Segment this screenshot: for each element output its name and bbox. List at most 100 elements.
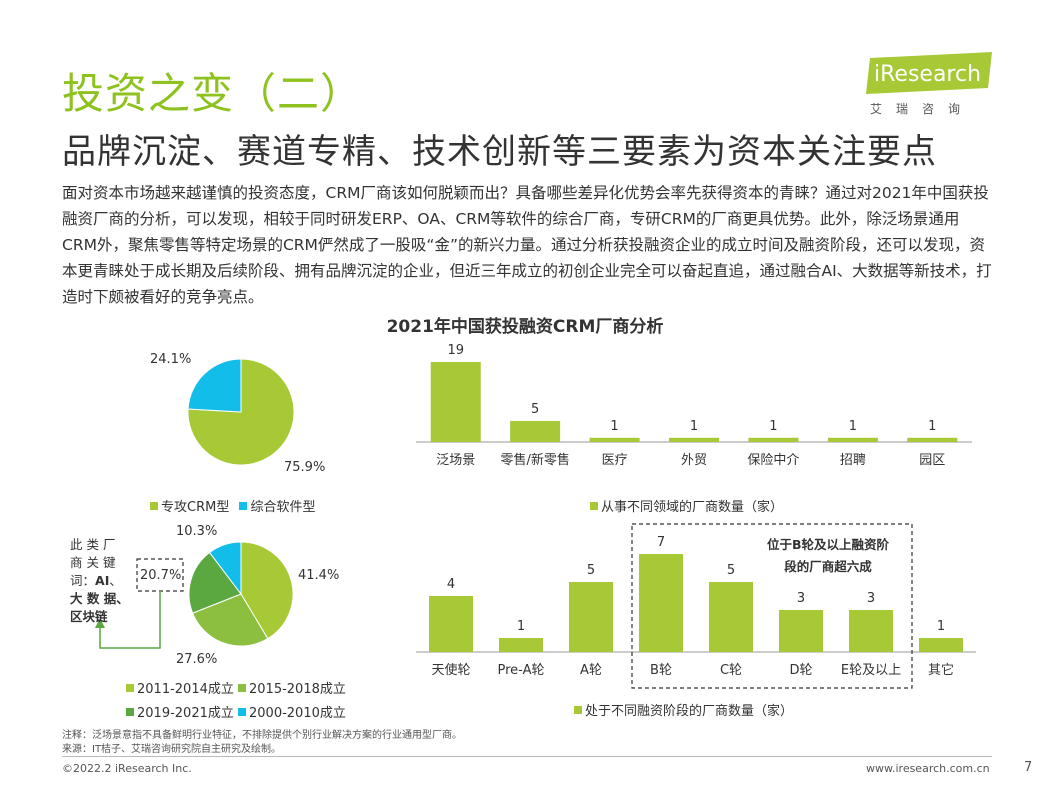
pie2-legend-row2: 2019-2021成立 2000-2010成立 [126, 702, 346, 721]
bar1-category-label: 外贸 [681, 453, 707, 468]
pie2-slice [240, 541, 294, 640]
body-paragraph: 面对资本市场越来越谨慎的投资态度，CRM厂商该如何脱颖而出？具备哪些差异化优势会… [62, 184, 992, 306]
annot-keyword: AI [95, 573, 110, 588]
keyword-annotation: 此 类 厂 商 关 键 词：AI、 大 数 据、 区块链 [70, 536, 134, 626]
legend-item: 2019-2021成立 [126, 706, 234, 721]
legend-swatch [239, 502, 248, 510]
bar1-value-label: 1 [690, 419, 698, 434]
pie2-label-2019: 20.7% [140, 568, 182, 583]
pie2-slice [188, 551, 242, 614]
legend-swatch [238, 684, 246, 692]
bar1-value-label: 1 [849, 419, 857, 434]
bar2-value-label: 5 [727, 563, 735, 578]
callout-text: 位于B轮及以上融资阶 段的厂商超六成 [748, 534, 908, 578]
pie1-label-integrated: 24.1% [150, 352, 192, 367]
bar1-value-label: 19 [447, 343, 464, 358]
bar2-bar [499, 638, 543, 652]
bar1-bar [589, 437, 640, 442]
bar2-value-label: 7 [657, 535, 665, 550]
legend-swatch [150, 502, 158, 510]
annot-line: 区块链 [70, 609, 108, 624]
chart-title: 2021年中国获投融资CRM厂商分析 [386, 317, 664, 337]
legend-swatch [126, 708, 134, 716]
annot-text: 词： [70, 573, 96, 588]
legend-swatch [574, 706, 582, 714]
bar1-bar [907, 437, 958, 442]
bar2-category-label: Pre-A轮 [498, 663, 545, 678]
bar1-value-label: 1 [610, 419, 618, 434]
bar2-category-label: A轮 [580, 663, 602, 678]
legend-swatch [590, 502, 598, 510]
bar2-value-label: 3 [867, 591, 875, 606]
pie2-label-2015: 27.6% [176, 652, 218, 667]
bar2-value-label: 1 [517, 619, 525, 634]
annot-line: 词：AI、 [70, 572, 134, 590]
annot-text: 、 [109, 573, 122, 588]
pie1-label-crm: 75.9% [284, 460, 326, 475]
pie2-label-2011: 41.4% [298, 568, 340, 583]
legend-label: 综合软件型 [250, 500, 316, 515]
bar2-value-label: 4 [447, 577, 455, 592]
pie2-legend-row1: 2011-2014成立 2015-2018成立 [126, 678, 346, 697]
bar2-bar [849, 610, 893, 652]
bar1-bar [669, 437, 719, 442]
bar1-category-label: 招聘 [840, 453, 866, 468]
legend-item-crm: 专攻CRM型 [150, 500, 229, 515]
logo-text: iResearch [874, 62, 982, 87]
bar2-category-label: 其它 [928, 662, 954, 678]
bar1-legend: 从事不同领域的厂商数量（家） [590, 496, 783, 515]
bar2-bar [779, 610, 823, 652]
footer-divider [62, 756, 992, 757]
annot-line: 商 关 键 [70, 555, 116, 570]
annot-line: 大 数 据、 [70, 590, 134, 608]
annot-keyword: 大 数 据 [70, 591, 117, 606]
annot-text: 、 [116, 591, 129, 606]
legend-label: 专攻CRM型 [161, 500, 230, 515]
legend-label: 处于不同融资阶段的厂商数量（家） [585, 704, 794, 719]
bar2-category-label: E轮及以上 [841, 663, 901, 678]
legend-label: 2015-2018成立 [249, 682, 346, 697]
bar2-category-label: D轮 [789, 663, 812, 678]
bar2-category-label: C轮 [720, 663, 742, 678]
bar2-bar [569, 582, 613, 652]
bar2-category-label: B轮 [650, 663, 672, 678]
legend-label: 2019-2021成立 [137, 706, 234, 721]
bar2-category-label: 天使轮 [431, 662, 470, 678]
pie1-slice [187, 358, 242, 413]
bar2-legend: 处于不同融资阶段的厂商数量（家） [574, 700, 793, 719]
bar1-category-label: 医疗 [602, 453, 628, 468]
legend-swatch [126, 684, 134, 692]
annot-line: 此 类 厂 [70, 537, 116, 552]
iresearch-logo: iResearch 艾瑞咨询 [866, 52, 996, 122]
pie2-label-2000: 10.3% [176, 524, 218, 539]
footnote: 注释：泛场景意指不具备鲜明行业特征，不排除提供个别行业解决方案的行业通用型厂商。 [62, 730, 462, 741]
bar1-value-label: 5 [531, 402, 539, 417]
pie1-slice [187, 358, 295, 466]
bar1-category-label: 保险中介 [747, 453, 799, 468]
bar2-value-label: 5 [587, 563, 595, 578]
bar2-value-label: 1 [937, 619, 945, 634]
bar1-bar [748, 437, 799, 442]
source-note: 来源：IT桔子、艾瑞咨询研究院自主研究及绘制。 [62, 744, 282, 755]
legend-label: 2000-2010成立 [249, 706, 346, 721]
logo-subtext: 艾瑞咨询 [870, 102, 975, 116]
pie2-slice [192, 593, 269, 647]
legend-item-integrated: 综合软件型 [239, 500, 315, 515]
logo-banner [866, 52, 992, 94]
footer-url: www.iresearch.com.cn [866, 762, 990, 775]
page-title: 投资之变（二） [62, 69, 364, 118]
pie1-legend: 专攻CRM型 综合软件型 [150, 496, 315, 515]
bar2-bar [709, 582, 753, 652]
legend-item: 2000-2010成立 [238, 706, 346, 721]
bar1-category-label: 泛场景 [436, 453, 475, 468]
page-subtitle: 品牌沉淀、赛道专精、技术创新等三要素为资本关注要点 [62, 132, 937, 172]
bar1-bar [510, 420, 561, 442]
bar1-value-label: 1 [928, 419, 936, 434]
legend-item: 2015-2018成立 [238, 682, 346, 697]
bar1-category-label: 零售/新零售 [500, 452, 569, 468]
bar2-bar [429, 596, 473, 652]
bar1-value-label: 1 [769, 419, 777, 434]
copyright: ©2022.2 iResearch Inc. [62, 762, 192, 775]
bar2-bar [639, 554, 683, 652]
legend-label: 2011-2014成立 [137, 682, 234, 697]
